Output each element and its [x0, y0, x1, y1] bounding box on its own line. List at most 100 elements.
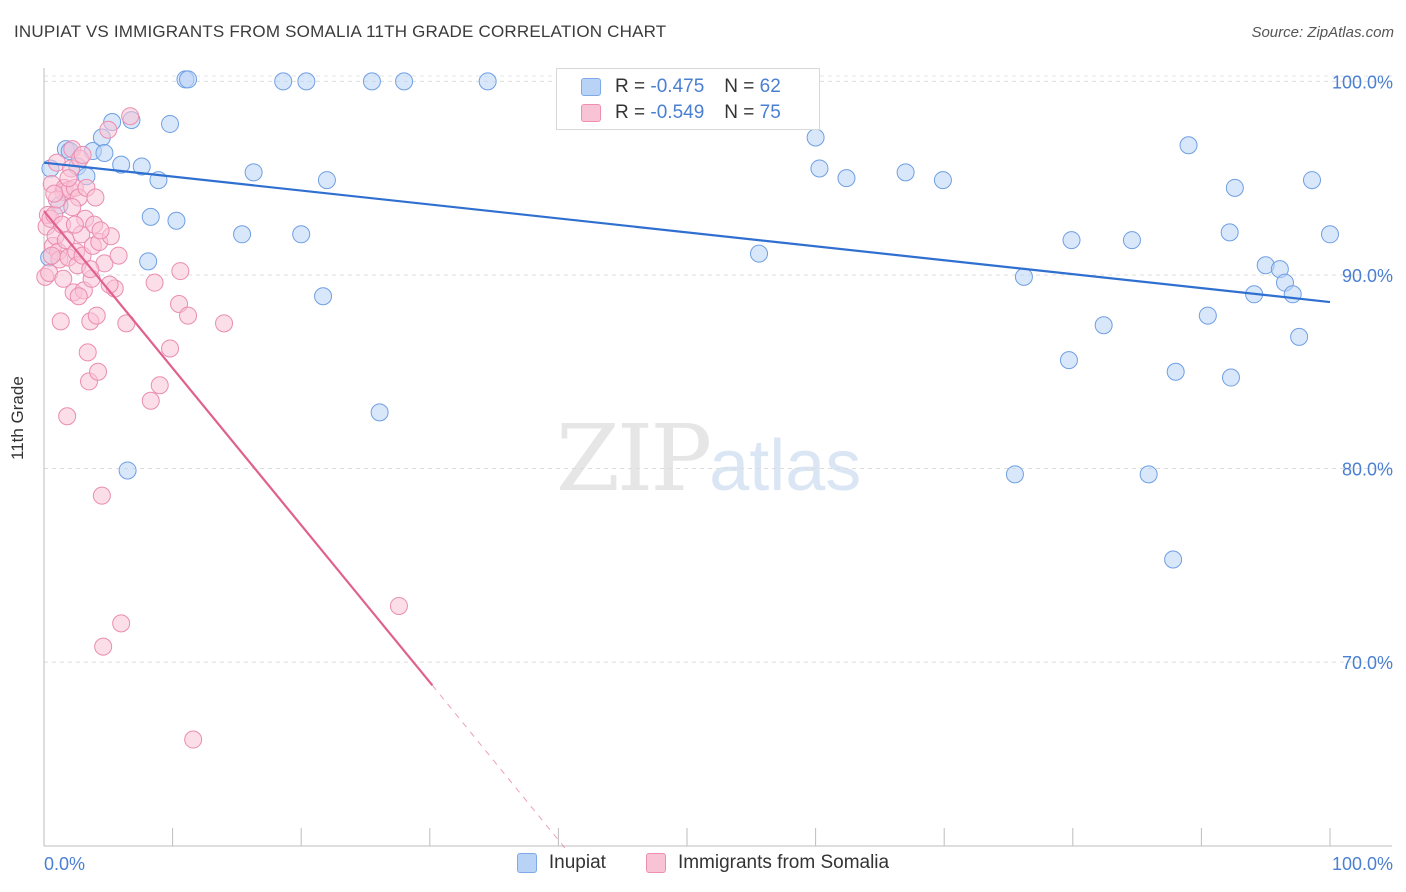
somalia-point [65, 215, 84, 234]
somalia-point [87, 306, 106, 325]
chart-title: INUPIAT VS IMMIGRANTS FROM SOMALIA 11TH … [14, 22, 667, 41]
inupiat-point [179, 70, 198, 89]
legend-swatch-inupiat [516, 853, 537, 873]
somalia-trend-extension [431, 685, 566, 849]
legend-item-somalia: Immigrants from Somalia [645, 852, 890, 874]
somalia-point [58, 407, 77, 426]
somalia-point [73, 145, 92, 164]
legend-r-label: R = [615, 102, 646, 123]
inupiat-point [1179, 136, 1198, 155]
inupiat-point [244, 163, 263, 182]
legend-swatch-somalia [645, 853, 666, 873]
inupiat-point [1220, 223, 1239, 242]
inupiat-point [1283, 285, 1302, 304]
inupiat-point [1062, 231, 1081, 250]
legend-row-inupiat: R = -0.475 N = 62 [581, 74, 781, 100]
somalia-point [69, 287, 88, 306]
somalia-point [150, 376, 169, 395]
inupiat-point [1225, 178, 1244, 197]
somalia-point [171, 262, 190, 281]
inupiat-point [478, 72, 497, 91]
y-tick-label: 100.0% [1332, 72, 1393, 92]
inupiat-point [292, 225, 311, 244]
somalia-point [389, 596, 408, 615]
inupiat-point [1164, 550, 1183, 569]
legend-label-inupiat: Inupiat [548, 852, 606, 873]
watermark-atlas: atlas [709, 426, 862, 506]
somalia-point [51, 312, 70, 331]
inupiat-trend-line [43, 161, 1331, 304]
data-points [36, 70, 1339, 749]
inupiat-point [362, 72, 381, 91]
series-legend: Inupiat Immigrants from Somalia [0, 852, 1406, 874]
inupiat-point [1321, 225, 1339, 244]
source-label: Source: ZipAtlas.com [1251, 24, 1394, 41]
somalia-point [92, 486, 111, 505]
inupiat-point [370, 403, 389, 422]
inupiat-point [297, 72, 316, 91]
somalia-point [161, 339, 180, 358]
inupiat-point [141, 207, 160, 226]
somalia-point [91, 221, 110, 240]
somalia-point [42, 246, 61, 265]
inupiat-point [118, 461, 137, 480]
legend-item-inupiat: Inupiat [516, 852, 606, 874]
somalia-point [99, 120, 118, 139]
legend-n-value: 62 [759, 76, 781, 97]
watermark-zip: ZIP [556, 405, 712, 512]
inupiat-point [233, 225, 252, 244]
somalia-point [184, 730, 203, 749]
inupiat-point [314, 287, 333, 306]
somalia-point [112, 614, 131, 633]
gridlines [44, 75, 1392, 663]
inupiat-point [112, 155, 131, 174]
inupiat-point [132, 157, 151, 176]
x-tick-label: 0.0% [44, 854, 85, 874]
y-tick-label: 90.0% [1342, 266, 1393, 286]
inupiat-point [1139, 465, 1158, 484]
somalia-point [179, 306, 198, 325]
inupiat-point [395, 72, 414, 91]
y-tick-label: 70.0% [1342, 653, 1393, 673]
somalia-point [100, 275, 119, 294]
somalia-point [63, 198, 82, 217]
inupiat-point [1005, 465, 1024, 484]
somalia-point [54, 269, 73, 288]
inupiat-point [1290, 327, 1309, 346]
legend-r-value: -0.549 [650, 102, 705, 123]
inupiat-point [274, 72, 293, 91]
somalia-point [109, 246, 128, 265]
inupiat-point [1122, 231, 1141, 250]
somalia-point [145, 273, 164, 292]
legend-n-label: N = [724, 102, 755, 123]
somalia-point [78, 343, 97, 362]
legend-n-value: 75 [759, 102, 781, 123]
watermark: ZIPatlas [556, 405, 861, 512]
inupiat-point [167, 211, 186, 230]
inupiat-point [837, 169, 856, 188]
inupiat-point [1302, 171, 1321, 190]
legend-row-somalia: R = -0.549 N = 75 [581, 100, 781, 126]
legend-label-somalia: Immigrants from Somalia [677, 852, 890, 873]
inupiat-point [1014, 267, 1033, 286]
trend-lines [43, 161, 1331, 849]
legend-r-value: -0.475 [650, 76, 705, 97]
inupiat-point [896, 163, 915, 182]
tick-labels: 100.0% 90.0% 80.0% 70.0% 0.0% 100.0% [44, 72, 1393, 874]
inupiat-point [317, 171, 336, 190]
inupiat-point [1094, 316, 1113, 335]
somalia-point [59, 169, 78, 188]
inupiat-point [1198, 306, 1217, 325]
somalia-point [94, 637, 113, 656]
inupiat-point [806, 128, 825, 147]
somalia-point [215, 314, 234, 333]
correlation-legend: R = -0.475 N = 62 R = -0.549 N = 75 [556, 68, 820, 130]
legend-swatch-somalia [581, 104, 601, 122]
y-axis-label: 11th Grade [8, 376, 27, 460]
somalia-point [121, 107, 140, 126]
inupiat-point [1059, 351, 1078, 370]
legend-n-label: N = [724, 76, 755, 97]
somalia-trend-line [43, 210, 434, 687]
legend-swatch-inupiat [581, 78, 601, 96]
